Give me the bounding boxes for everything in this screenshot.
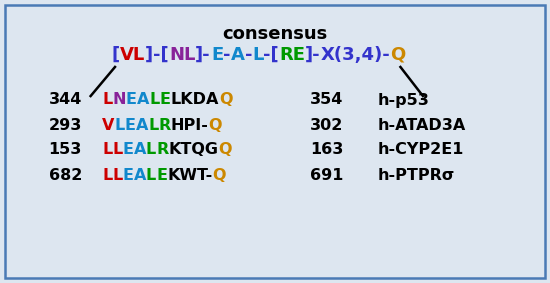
Text: E: E [123, 143, 134, 158]
Text: 153: 153 [48, 143, 82, 158]
Text: ]-: ]- [195, 46, 211, 64]
Text: -: - [245, 46, 252, 64]
Text: E: E [156, 168, 167, 183]
Text: L: L [146, 143, 156, 158]
Text: 682: 682 [48, 168, 82, 183]
Text: E: E [125, 117, 136, 132]
Text: NL: NL [169, 46, 195, 64]
Text: h-ATAD3A: h-ATAD3A [378, 117, 466, 132]
Text: ]: ] [145, 46, 153, 64]
Text: L: L [102, 168, 112, 183]
Text: 354: 354 [310, 93, 343, 108]
FancyBboxPatch shape [5, 5, 545, 278]
Text: [: [ [112, 46, 120, 64]
Text: A: A [134, 168, 146, 183]
Text: h-PTPRσ: h-PTPRσ [378, 168, 455, 183]
Text: L: L [112, 143, 123, 158]
Text: -: - [223, 46, 230, 64]
Text: 302: 302 [310, 117, 343, 132]
Text: HPI-: HPI- [170, 117, 208, 132]
Text: 344: 344 [48, 93, 82, 108]
Text: Q: Q [219, 93, 232, 108]
Text: -[: -[ [263, 46, 279, 64]
Text: KTQG: KTQG [168, 143, 218, 158]
Text: N: N [112, 93, 126, 108]
Text: h-CYP2E1: h-CYP2E1 [378, 143, 464, 158]
Text: L: L [102, 93, 112, 108]
Text: L: L [114, 117, 125, 132]
Text: R: R [158, 117, 170, 132]
Text: L: L [148, 117, 158, 132]
Text: L: L [112, 168, 123, 183]
Text: E: E [211, 46, 223, 64]
Text: L: L [149, 93, 160, 108]
Text: KWT-: KWT- [167, 168, 212, 183]
Text: 691: 691 [310, 168, 343, 183]
Text: -[: -[ [153, 46, 169, 64]
Text: E: E [160, 93, 170, 108]
Text: L: L [146, 168, 156, 183]
Text: LKDA: LKDA [170, 93, 219, 108]
Text: VL: VL [120, 46, 145, 64]
Text: A: A [134, 143, 146, 158]
Text: h-p53: h-p53 [378, 93, 430, 108]
Text: R: R [156, 143, 168, 158]
Text: Q: Q [390, 46, 406, 64]
Text: RE: RE [279, 46, 305, 64]
Text: A: A [137, 93, 149, 108]
Text: Q: Q [212, 168, 226, 183]
Text: consensus: consensus [222, 25, 328, 43]
Text: X(3,4)-: X(3,4)- [321, 46, 390, 64]
Text: ]-: ]- [305, 46, 321, 64]
Text: E: E [123, 168, 134, 183]
Text: 163: 163 [310, 143, 343, 158]
Text: V: V [102, 117, 114, 132]
Text: Q: Q [208, 117, 222, 132]
Text: Q: Q [218, 143, 232, 158]
Text: 293: 293 [48, 117, 82, 132]
Text: A: A [230, 46, 245, 64]
Text: E: E [126, 93, 137, 108]
Text: L: L [102, 143, 112, 158]
Text: A: A [136, 117, 148, 132]
Text: L: L [252, 46, 263, 64]
